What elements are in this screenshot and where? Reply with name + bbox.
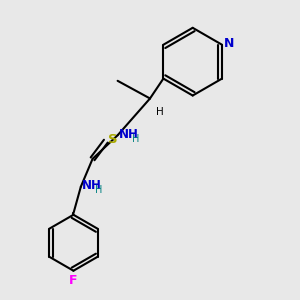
Text: H: H: [157, 107, 164, 117]
Text: NH: NH: [82, 179, 102, 192]
Text: H: H: [95, 185, 102, 195]
Text: S: S: [108, 133, 118, 146]
Text: H: H: [132, 134, 139, 144]
Text: N: N: [224, 38, 234, 50]
Text: NH: NH: [119, 128, 139, 141]
Text: F: F: [69, 274, 78, 287]
